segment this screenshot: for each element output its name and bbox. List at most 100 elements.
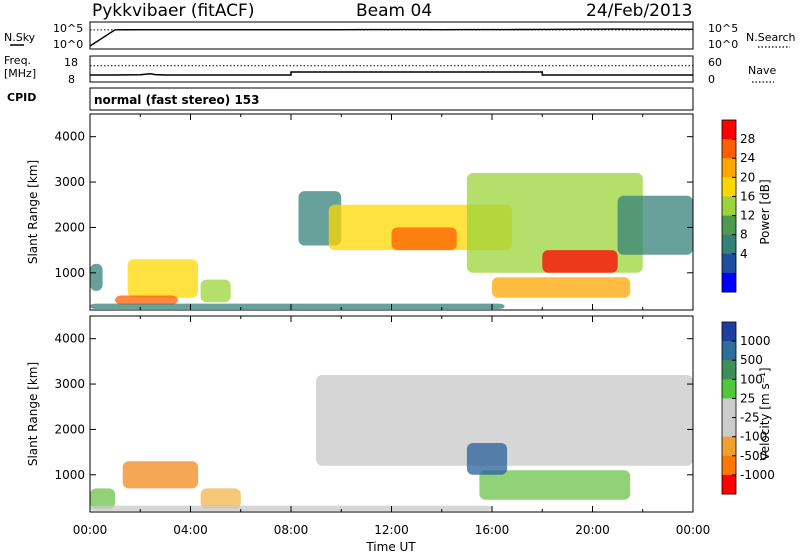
velocity-data-region-0: [122, 461, 199, 489]
noise-right-tick-bottom: 10^0: [708, 38, 738, 51]
power-data-region-2: [115, 295, 178, 305]
power-panel: 1000 2000 3000 4000 Slant Range [km] 28 24 20…: [26, 113, 772, 311]
power-ytick-label-2: 3000: [54, 175, 85, 189]
noise-left-tick-bottom: 10^0: [53, 38, 83, 51]
freq-label-line1: Freq.: [4, 54, 31, 67]
power-data-region-4: [90, 303, 505, 309]
power-cbar-segment-5: [722, 215, 736, 236]
velocity-panel: 1000 2000 3000 4000 00:00 04:00 08:00 12:00 16:…: [26, 315, 775, 554]
power-cbar-frame: [721, 119, 737, 293]
velocity-colorbar-label: Velocity [m s⁻¹]: [758, 367, 772, 460]
velocity-cbar-label-2: 100: [740, 372, 763, 386]
velocity-cbar-label-4: -25: [740, 411, 760, 425]
power-data-region-0: [90, 263, 103, 291]
velocity-xtick-label-2: 08:00: [274, 523, 309, 537]
velocity-cbar-segment-4: [722, 398, 736, 418]
velocity-colorbar: 1000 500 100 25 -25 -100 -500 -1000: [721, 321, 775, 495]
velocity-ylabel: Slant Range [km]: [26, 362, 40, 466]
date-label: 24/Feb/2013: [586, 1, 692, 21]
velocity-cbar-label-1: 500: [740, 353, 763, 367]
power-data-region-7: [391, 227, 457, 251]
velocity-data-region-5: [466, 443, 508, 475]
power-data-region-3: [200, 279, 231, 303]
power-cbar-segment-0: [722, 120, 736, 140]
velocity-cbar-segment-1: [722, 341, 736, 361]
velocity-xtick-label-6: 00:00: [676, 523, 711, 537]
velocity-cbar-label-0: 1000: [740, 334, 771, 348]
power-cbar-label-5: 8: [740, 228, 748, 242]
frequency-panel: Freq. [MHz] 18 8 60 0 Nave: [4, 54, 776, 86]
power-data-region-10: [492, 277, 631, 298]
power-data-region-8: [466, 173, 643, 273]
nave-tick-bottom: 0: [708, 73, 715, 86]
velocity-cbar-segment-5: [722, 417, 736, 438]
velocity-data: [90, 375, 693, 511]
velocity-cbar-label-6: -500: [740, 449, 767, 463]
power-cbar-segment-7: [722, 253, 736, 274]
nave-label: Nave: [748, 64, 776, 77]
power-cbar-label-1: 24: [740, 151, 755, 165]
velocity-xtick-label-4: 16:00: [475, 523, 510, 537]
power-ylabel: Slant Range [km]: [26, 160, 40, 264]
power-ytick-label-0: 1000: [54, 266, 85, 280]
power-data-region-1: [127, 259, 198, 298]
power-y-axis: 1000 2000 3000 4000: [54, 130, 693, 280]
velocity-cbar-label-7: -1000: [740, 468, 775, 482]
power-data-region-9: [542, 250, 618, 273]
power-cbar-label-3: 16: [740, 189, 755, 203]
freq-tick-bottom: 8: [68, 73, 75, 86]
freq-tick-top: 18: [64, 56, 78, 69]
velocity-ytick-label-0: 1000: [54, 468, 85, 482]
velocity-cbar-label-5: -100: [740, 430, 767, 444]
power-cbar-segment-2: [722, 158, 736, 178]
power-cbar-segment-1: [722, 139, 736, 159]
velocity-cbar-segment-3: [722, 379, 736, 399]
station-title: Pykkvibaer (fitACF): [92, 1, 254, 21]
noise-panel: N.Sky 10^5 10^0 10^5 10^0 N.Search: [4, 21, 796, 51]
velocity-cbar-frame: [721, 321, 737, 495]
noise-left-tick-top: 10^5: [53, 22, 83, 35]
power-ytick-label-1: 2000: [54, 220, 85, 234]
velocity-cbar-segment-2: [722, 360, 736, 380]
power-cbar-label-6: 4: [740, 247, 748, 261]
freq-label-line2: [MHz]: [4, 67, 36, 80]
power-cbar-label-4: 12: [740, 209, 755, 223]
velocity-xtick-label-0: 00:00: [73, 523, 108, 537]
velocity-y-axis: 1000 2000 3000 4000: [54, 332, 693, 482]
power-cbar-segment-8: [722, 272, 736, 293]
cpid-panel: CPID normal (fast stereo) 153: [7, 87, 694, 111]
power-cbar-label-2: 20: [740, 170, 755, 184]
velocity-ytick-label-3: 4000: [54, 332, 85, 346]
velocity-x-axis: 00:00 04:00 08:00 12:00 16:00 20:00 00:00: [73, 316, 711, 537]
power-data-region-11: [617, 195, 693, 255]
noise-right-label: N.Search: [746, 31, 796, 44]
noise-lines: [89, 28, 694, 47]
velocity-data-region-2: [200, 488, 241, 509]
cpid-label: CPID: [7, 91, 36, 104]
freq-lines: [90, 65, 693, 76]
velocity-xtick-label-1: 04:00: [173, 523, 208, 537]
power-x-ticks: [89, 114, 694, 310]
freq-series-line-0: [90, 71, 693, 76]
time-axis-label: Time UT: [365, 540, 416, 554]
velocity-xtick-label-5: 20:00: [575, 523, 610, 537]
power-colorbar-label: Power [dB]: [758, 179, 772, 244]
power-colorbar: 28 24 20 16 12 8 4: [721, 119, 755, 293]
power-data: [90, 173, 693, 309]
cpid-mode-text: normal (fast stereo) 153: [94, 93, 260, 107]
velocity-cbar-segment-6: [722, 436, 736, 457]
velocity-ytick-label-1: 2000: [54, 422, 85, 436]
beam-label: Beam 04: [356, 1, 432, 21]
velocity-xtick-label-3: 12:00: [374, 523, 409, 537]
velocity-cbar-segment-8: [722, 474, 736, 495]
velocity-cbar-segment-7: [722, 455, 736, 476]
velocity-data-region-3: [316, 375, 693, 466]
power-cbar-segment-3: [722, 177, 736, 197]
noise-right-tick-top: 10^5: [708, 22, 738, 35]
velocity-ytick-label-2: 3000: [54, 377, 85, 391]
power-cbar-label-0: 28: [740, 132, 755, 146]
power-cbar-segment-6: [722, 234, 736, 255]
power-cbar-segment-4: [722, 196, 736, 216]
velocity-data-region-4: [479, 470, 631, 500]
